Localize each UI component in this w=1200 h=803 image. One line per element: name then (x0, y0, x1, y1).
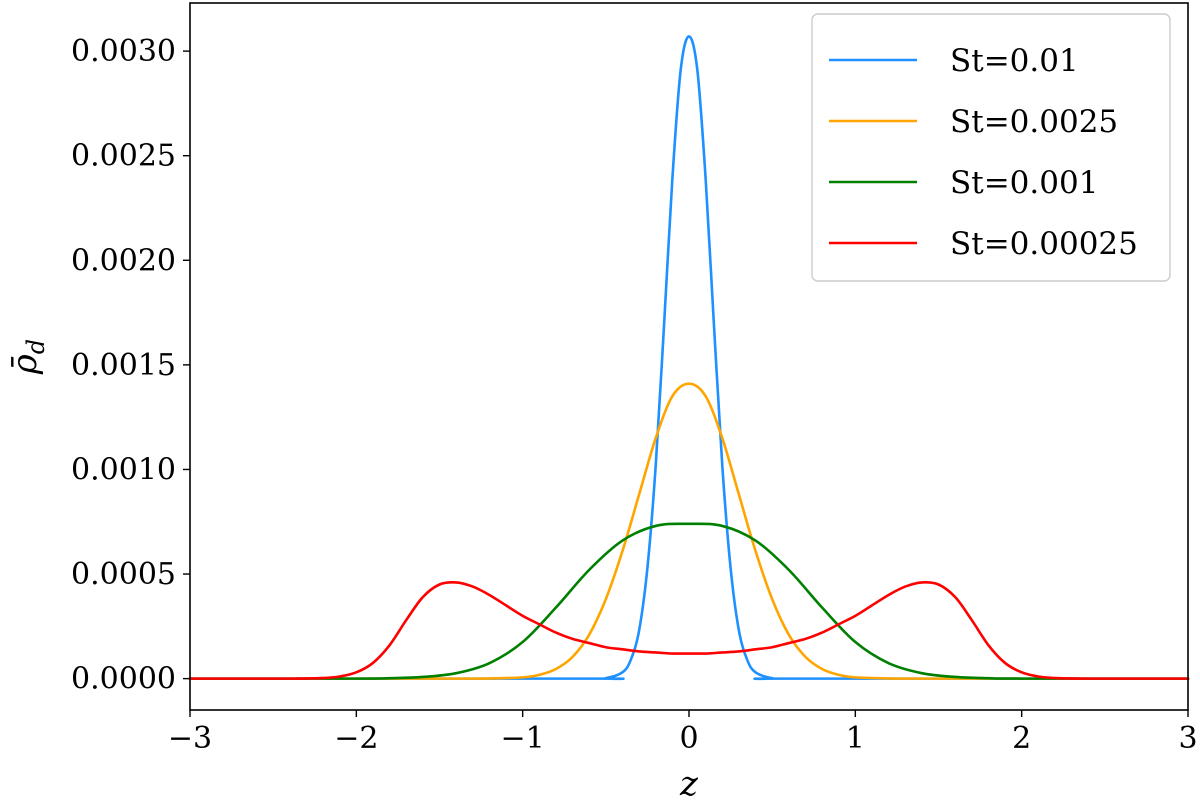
y-tick-label: 0.0000 (71, 662, 176, 697)
x-tick-label: −2 (334, 721, 378, 756)
y-tick-label: 0.0015 (71, 348, 176, 383)
x-tick-label: −3 (168, 721, 212, 756)
series-line-0 (188, 35, 1190, 681)
y-tick-label: 0.0010 (71, 452, 176, 487)
series-line-3 (188, 580, 1190, 680)
legend-entry-label: St=0.001 (950, 165, 1098, 201)
x-tick-label: 3 (1178, 721, 1197, 756)
legend-entry-label: St=0.00025 (950, 226, 1138, 262)
legend-entry-label: St=0.0025 (950, 104, 1118, 140)
x-axis-label: z (679, 764, 699, 803)
y-axis-label-subscript: d (22, 339, 50, 354)
legend-entry-label: St=0.01 (950, 43, 1079, 79)
y-axis-ticks: 0.0000 0.0005 0.0010 0.0015 0.0020 0.0025 0.00… (71, 34, 190, 697)
y-tick-label: 0.0020 (71, 243, 176, 278)
legend: St=0.01 St=0.0025 St=0.001 St=0.00025 (811, 13, 1171, 282)
x-tick-label: 0 (679, 721, 698, 756)
x-tick-label: 2 (1012, 721, 1031, 756)
series-line-1 (188, 382, 1190, 680)
y-tick-label: 0.0005 (71, 557, 176, 592)
legend-box (811, 13, 1171, 282)
y-axis-label-rho: ρ̄ (5, 354, 45, 375)
x-tick-label: −1 (501, 721, 545, 756)
y-axis-label: ρ̄d (5, 339, 50, 375)
x-tick-label: 1 (846, 721, 865, 756)
series-layer (188, 35, 1190, 681)
y-tick-label: 0.0025 (71, 139, 176, 174)
series-line-2 (188, 522, 1190, 680)
x-axis-ticks: −3 −2 −1 0 1 2 3 (168, 710, 1198, 756)
y-tick-label: 0.0030 (71, 34, 176, 69)
